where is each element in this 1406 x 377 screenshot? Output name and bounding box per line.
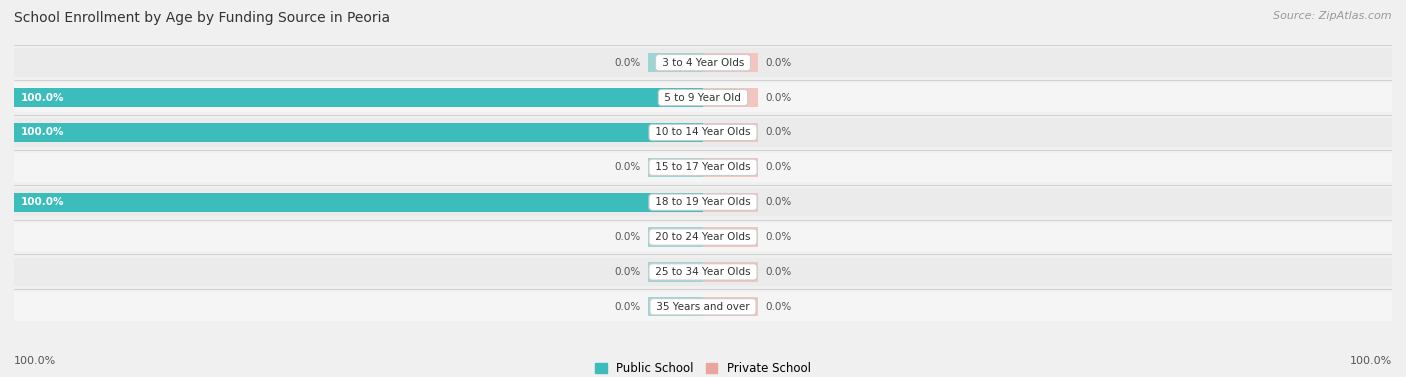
Bar: [703, 53, 758, 72]
Text: School Enrollment by Age by Funding Source in Peoria: School Enrollment by Age by Funding Sour…: [14, 11, 391, 25]
Bar: [14, 118, 1392, 147]
Text: 0.0%: 0.0%: [614, 302, 641, 312]
Bar: [14, 223, 1392, 251]
Text: 0.0%: 0.0%: [765, 58, 792, 68]
Bar: [703, 193, 758, 212]
Text: 5 to 9 Year Old: 5 to 9 Year Old: [661, 92, 745, 103]
Bar: [14, 88, 703, 107]
Text: 18 to 19 Year Olds: 18 to 19 Year Olds: [652, 197, 754, 207]
Bar: [648, 53, 703, 72]
Bar: [14, 48, 1392, 77]
Text: 35 Years and over: 35 Years and over: [652, 302, 754, 312]
Bar: [703, 88, 758, 107]
Text: 100.0%: 100.0%: [21, 197, 65, 207]
Text: 0.0%: 0.0%: [765, 267, 792, 277]
Text: 0.0%: 0.0%: [614, 58, 641, 68]
Bar: [14, 257, 1392, 286]
Bar: [703, 123, 758, 142]
Bar: [648, 297, 703, 316]
Bar: [14, 188, 1392, 216]
Text: 10 to 14 Year Olds: 10 to 14 Year Olds: [652, 127, 754, 138]
Text: Source: ZipAtlas.com: Source: ZipAtlas.com: [1274, 11, 1392, 21]
Text: 0.0%: 0.0%: [765, 302, 792, 312]
Text: 3 to 4 Year Olds: 3 to 4 Year Olds: [658, 58, 748, 68]
Bar: [703, 158, 758, 177]
Text: 0.0%: 0.0%: [765, 197, 792, 207]
Text: 0.0%: 0.0%: [765, 127, 792, 138]
Bar: [14, 153, 1392, 182]
Bar: [648, 158, 703, 177]
Text: 0.0%: 0.0%: [765, 92, 792, 103]
Text: 0.0%: 0.0%: [765, 232, 792, 242]
Text: 0.0%: 0.0%: [614, 267, 641, 277]
Text: 25 to 34 Year Olds: 25 to 34 Year Olds: [652, 267, 754, 277]
Legend: Public School, Private School: Public School, Private School: [591, 357, 815, 377]
Bar: [14, 293, 1392, 321]
Bar: [648, 262, 703, 282]
Text: 0.0%: 0.0%: [765, 162, 792, 172]
Bar: [703, 227, 758, 247]
Bar: [703, 262, 758, 282]
Bar: [703, 297, 758, 316]
Text: 20 to 24 Year Olds: 20 to 24 Year Olds: [652, 232, 754, 242]
Text: 0.0%: 0.0%: [614, 162, 641, 172]
Text: 100.0%: 100.0%: [21, 127, 65, 138]
Text: 0.0%: 0.0%: [614, 232, 641, 242]
Bar: [14, 123, 703, 142]
Text: 100.0%: 100.0%: [14, 356, 56, 366]
Bar: [14, 193, 703, 212]
Bar: [648, 227, 703, 247]
Text: 100.0%: 100.0%: [1350, 356, 1392, 366]
Bar: [14, 83, 1392, 112]
Text: 15 to 17 Year Olds: 15 to 17 Year Olds: [652, 162, 754, 172]
Text: 100.0%: 100.0%: [21, 92, 65, 103]
